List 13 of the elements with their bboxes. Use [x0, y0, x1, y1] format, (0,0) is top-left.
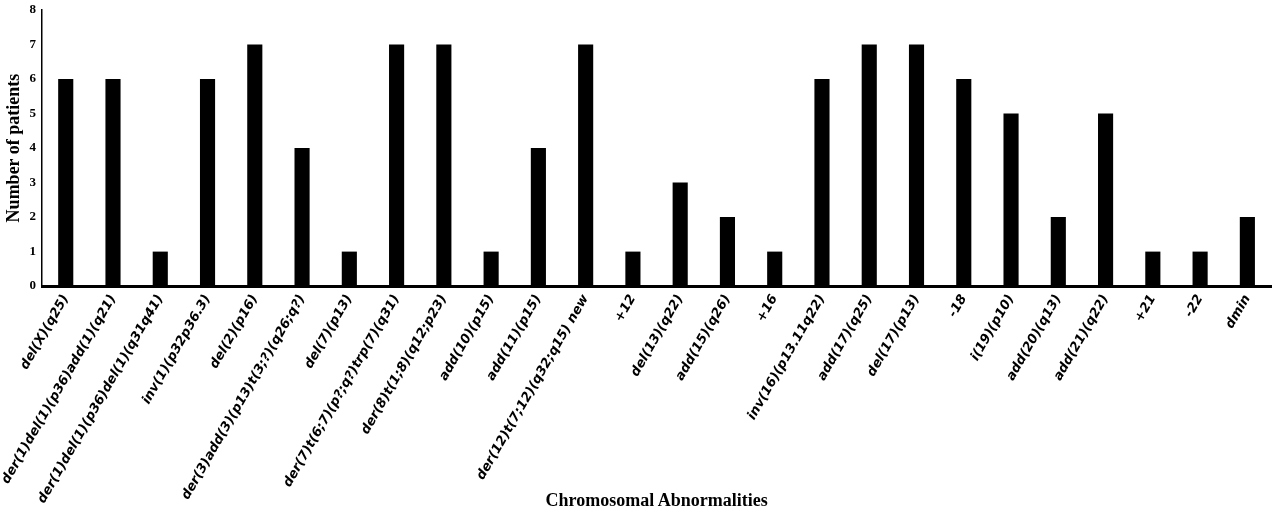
y-tick-label: 0 — [29, 277, 37, 293]
x-tick-label: -22 — [1180, 291, 1206, 320]
y-tick-label: 8 — [29, 1, 37, 17]
y-axis-title: Number of patients — [3, 73, 24, 223]
x-tick-label: -18 — [944, 291, 970, 320]
x-axis-title: Chromosomal Abnormalities — [545, 489, 768, 510]
y-tick-label: 5 — [29, 104, 37, 120]
y-tick-label: 3 — [29, 173, 37, 189]
y-tick-label: 6 — [29, 70, 37, 86]
y-tick-label: 1 — [29, 242, 37, 258]
y-tick-label: 4 — [29, 139, 37, 155]
y-tick-label: 2 — [29, 208, 37, 224]
y-tick-label: 7 — [29, 35, 37, 51]
